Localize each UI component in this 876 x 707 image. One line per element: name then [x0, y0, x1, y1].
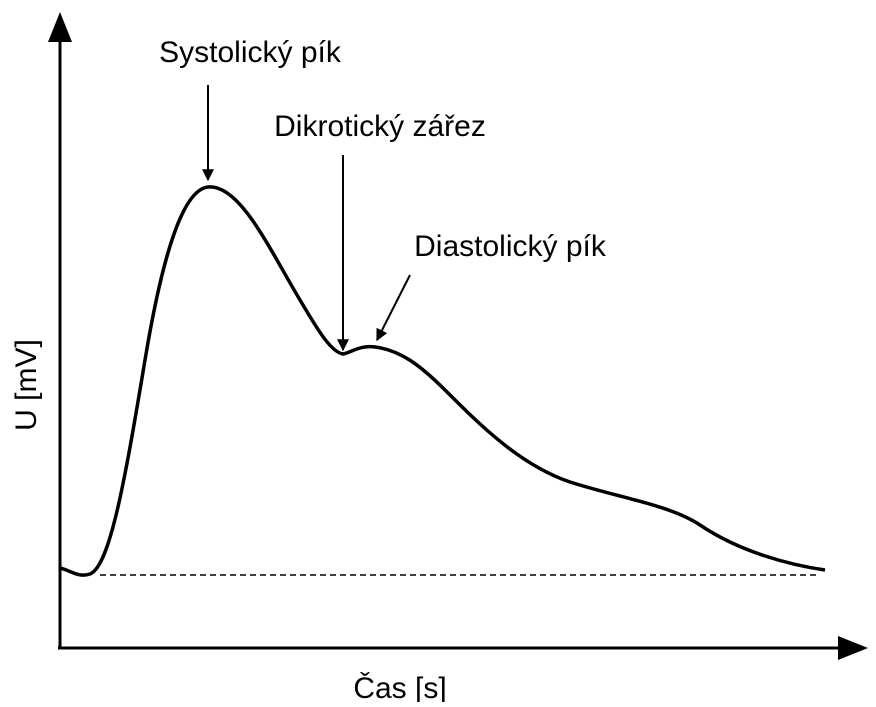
annotation-arrow [376, 274, 411, 342]
pulse-waveform [59, 185, 826, 577]
y-axis-arrow [48, 12, 72, 42]
annotation-label: Diastolický pík [414, 230, 607, 263]
annotation-label: Systolický pík [159, 36, 342, 69]
annotation-label: Dikrotický zářez [274, 110, 486, 143]
x-axis-arrow [838, 636, 868, 660]
x-axis-label: Čas [s] [353, 671, 446, 702]
y-axis-label: U [mV] [10, 339, 43, 431]
